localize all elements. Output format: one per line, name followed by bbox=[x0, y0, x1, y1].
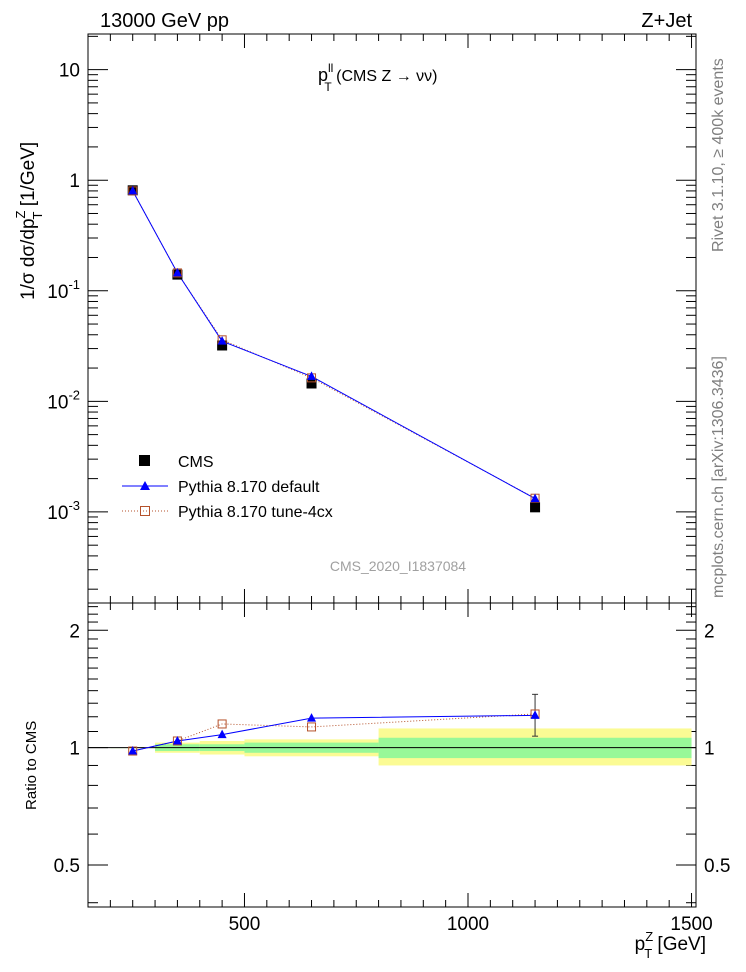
ratio-y-tick-label-right: 1 bbox=[704, 739, 715, 760]
rivet-version-label: Rivet 3.1.10, ≥ 400k events bbox=[710, 58, 727, 252]
tick-labels: 500 1000 1500 10-3 10-2 10-1 1 10 0.5 0.5 1 1 2 2 bbox=[47, 61, 730, 935]
legend-tune-label: Pythia 8.170 tune-4cx bbox=[178, 504, 333, 521]
default-point-ratio bbox=[128, 746, 138, 755]
legend-tune-marker bbox=[140, 506, 150, 516]
tune-line-main bbox=[132, 190, 536, 499]
ratio-y-tick-label-right: 0.5 bbox=[704, 856, 730, 877]
main-y-axis-label: 1/σ dσ/dpZ T [1/GeV] bbox=[13, 142, 45, 300]
default-point-main bbox=[128, 185, 138, 195]
legend: CMS Pythia 8.170 default Pythia 8.170 tu… bbox=[122, 454, 333, 521]
default-point-main bbox=[307, 371, 317, 380]
ratio-y-tick-label-right: 2 bbox=[704, 621, 715, 642]
default-point-ratio bbox=[530, 710, 540, 719]
default-point-ratio bbox=[172, 735, 182, 745]
tune-point-ratio bbox=[307, 722, 317, 732]
axis-ticks bbox=[88, 34, 696, 907]
default-point-main bbox=[217, 336, 227, 345]
default-point-ratio bbox=[217, 729, 227, 739]
default-line-main bbox=[132, 190, 536, 500]
cms-data-point bbox=[306, 378, 317, 389]
legend-cms-marker bbox=[139, 455, 150, 466]
ratio-y-tick-label-left: 1 bbox=[69, 739, 80, 760]
ratio-y-tick-label-left: 2 bbox=[69, 621, 80, 642]
ratio-y-axis-label: Ratio to CMS bbox=[23, 721, 40, 810]
legend-default-label: Pythia 8.170 default bbox=[178, 479, 320, 496]
legend-default-marker bbox=[140, 481, 150, 490]
mcplots-label: mcplots.cern.ch [arXiv:1306.3436] bbox=[710, 356, 727, 598]
header-process-label: Z+Jet bbox=[641, 10, 692, 32]
x-tick-label: 1500 bbox=[670, 914, 712, 935]
cms-data-point bbox=[530, 502, 541, 513]
analysis-watermark: CMS_2020_I1837084 bbox=[330, 558, 466, 574]
main-y-tick-label: 1 bbox=[69, 171, 80, 192]
header-energy-label: 13000 GeV pp bbox=[100, 10, 229, 32]
ratio-y-tick-label-left: 0.5 bbox=[54, 856, 80, 877]
plot-title: pll T (CMS Z → νν) bbox=[318, 61, 437, 94]
x-tick-label: 1000 bbox=[447, 914, 489, 935]
main-y-tick-label: 10-3 bbox=[47, 498, 80, 524]
main-y-tick-label: 10-2 bbox=[47, 387, 80, 413]
series-markers bbox=[127, 185, 541, 756]
main-y-tick-label: 10-1 bbox=[47, 277, 80, 303]
default-point-main bbox=[172, 267, 182, 277]
tune-point-ratio bbox=[217, 719, 227, 729]
ratio-plot-frame bbox=[87, 602, 697, 908]
legend-cms-label: CMS bbox=[178, 454, 214, 471]
x-tick-label: 500 bbox=[229, 914, 261, 935]
default-point-ratio bbox=[307, 713, 317, 722]
cms-data-point bbox=[217, 340, 228, 351]
x-axis-label: pZ T [GeV] bbox=[635, 929, 706, 961]
default-point-main bbox=[530, 493, 540, 503]
main-y-tick-label: 10 bbox=[59, 61, 80, 82]
ratio-uncertainty-bands bbox=[88, 728, 696, 766]
